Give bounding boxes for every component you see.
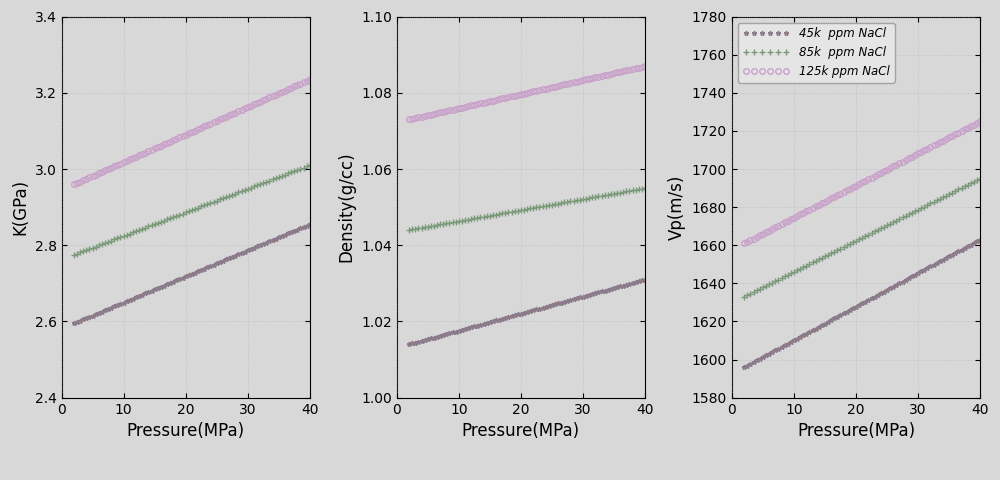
- 85k  ppm NaCl: [869, 228, 881, 234]
- 45k  ppm NaCl: [506, 313, 518, 319]
- 85k  ppm NaCl: [484, 213, 496, 218]
- 45k  ppm NaCl: [484, 319, 496, 325]
- 125k ppm NaCl: [149, 145, 161, 151]
- 45k  ppm NaCl: [841, 309, 853, 314]
- 125k ppm NaCl: [738, 240, 750, 246]
- 45k  ppm NaCl: [533, 306, 545, 312]
- 45k  ppm NaCl: [816, 322, 828, 328]
- 125k ppm NaCl: [819, 199, 831, 204]
- 45k  ppm NaCl: [403, 341, 415, 347]
- 125k ppm NaCl: [68, 181, 80, 187]
- 45k  ppm NaCl: [639, 276, 651, 282]
- 85k  ppm NaCl: [533, 204, 545, 210]
- Legend: 45k  ppm NaCl, 85k  ppm NaCl, 125k ppm NaCl: 45k ppm NaCl, 85k ppm NaCl, 125k ppm NaC…: [738, 23, 895, 83]
- Line: 85k  ppm NaCl: 85k ppm NaCl: [406, 185, 648, 233]
- 85k  ppm NaCl: [834, 246, 846, 252]
- 45k  ppm NaCl: [499, 315, 511, 321]
- 45k  ppm NaCl: [834, 312, 846, 318]
- 125k ppm NaCl: [164, 139, 176, 144]
- 85k  ppm NaCl: [403, 227, 415, 233]
- 125k ppm NaCl: [841, 188, 853, 193]
- Y-axis label: K(GPa): K(GPa): [11, 179, 29, 235]
- 45k  ppm NaCl: [146, 288, 158, 294]
- Line: 85k  ppm NaCl: 85k ppm NaCl: [741, 175, 983, 300]
- 85k  ppm NaCl: [841, 242, 853, 248]
- 45k  ppm NaCl: [68, 321, 80, 326]
- 125k ppm NaCl: [533, 87, 545, 93]
- 125k ppm NaCl: [403, 117, 415, 122]
- Line: 45k  ppm NaCl: 45k ppm NaCl: [407, 277, 647, 347]
- 125k ppm NaCl: [170, 136, 182, 142]
- 45k  ppm NaCl: [738, 364, 750, 370]
- 125k ppm NaCl: [450, 106, 462, 112]
- 125k ppm NaCl: [974, 119, 986, 124]
- 125k ppm NaCl: [304, 77, 316, 83]
- 85k  ppm NaCl: [639, 185, 651, 191]
- Line: 125k ppm NaCl: 125k ppm NaCl: [406, 63, 648, 122]
- 125k ppm NaCl: [506, 94, 518, 99]
- 125k ppm NaCl: [499, 95, 511, 101]
- 85k  ppm NaCl: [974, 176, 986, 181]
- 45k  ppm NaCl: [170, 277, 182, 283]
- X-axis label: Pressure(MPa): Pressure(MPa): [127, 422, 245, 440]
- 85k  ppm NaCl: [304, 162, 316, 168]
- 45k  ppm NaCl: [785, 339, 797, 345]
- 85k  ppm NaCl: [149, 221, 161, 227]
- 125k ppm NaCl: [198, 123, 210, 129]
- 45k  ppm NaCl: [819, 321, 831, 326]
- 125k ppm NaCl: [639, 63, 651, 69]
- 85k  ppm NaCl: [68, 252, 80, 258]
- 85k  ppm NaCl: [816, 255, 828, 261]
- 45k  ppm NaCl: [198, 266, 210, 272]
- 85k  ppm NaCl: [481, 213, 493, 219]
- 85k  ppm NaCl: [114, 234, 126, 240]
- 125k ppm NaCl: [834, 191, 846, 196]
- 85k  ppm NaCl: [164, 216, 176, 221]
- X-axis label: Pressure(MPa): Pressure(MPa): [797, 422, 915, 440]
- 45k  ppm NaCl: [149, 287, 161, 292]
- 85k  ppm NaCl: [506, 209, 518, 215]
- 125k ppm NaCl: [785, 216, 797, 222]
- 125k ppm NaCl: [146, 147, 158, 153]
- 45k  ppm NaCl: [481, 320, 493, 326]
- 125k ppm NaCl: [869, 173, 881, 179]
- 85k  ppm NaCl: [198, 203, 210, 208]
- Y-axis label: Density(g/cc): Density(g/cc): [337, 152, 355, 263]
- Line: 85k  ppm NaCl: 85k ppm NaCl: [71, 162, 313, 258]
- X-axis label: Pressure(MPa): Pressure(MPa): [462, 422, 580, 440]
- Line: 125k ppm NaCl: 125k ppm NaCl: [742, 119, 983, 246]
- 45k  ppm NaCl: [974, 237, 986, 242]
- 85k  ppm NaCl: [499, 210, 511, 216]
- 125k ppm NaCl: [114, 161, 126, 167]
- 45k  ppm NaCl: [450, 329, 462, 335]
- Line: 125k ppm NaCl: 125k ppm NaCl: [71, 77, 313, 187]
- 85k  ppm NaCl: [738, 294, 750, 300]
- 85k  ppm NaCl: [785, 271, 797, 276]
- 45k  ppm NaCl: [164, 280, 176, 286]
- 125k ppm NaCl: [484, 98, 496, 104]
- 45k  ppm NaCl: [114, 301, 126, 307]
- Line: 45k  ppm NaCl: 45k ppm NaCl: [72, 222, 312, 326]
- 125k ppm NaCl: [481, 99, 493, 105]
- 85k  ppm NaCl: [146, 222, 158, 228]
- 85k  ppm NaCl: [170, 213, 182, 219]
- 125k ppm NaCl: [816, 200, 828, 206]
- 45k  ppm NaCl: [304, 221, 316, 227]
- Y-axis label: Vp(m/s): Vp(m/s): [668, 174, 686, 240]
- 45k  ppm NaCl: [869, 294, 881, 300]
- 85k  ppm NaCl: [450, 219, 462, 225]
- Line: 45k  ppm NaCl: 45k ppm NaCl: [742, 237, 983, 370]
- 85k  ppm NaCl: [819, 253, 831, 259]
